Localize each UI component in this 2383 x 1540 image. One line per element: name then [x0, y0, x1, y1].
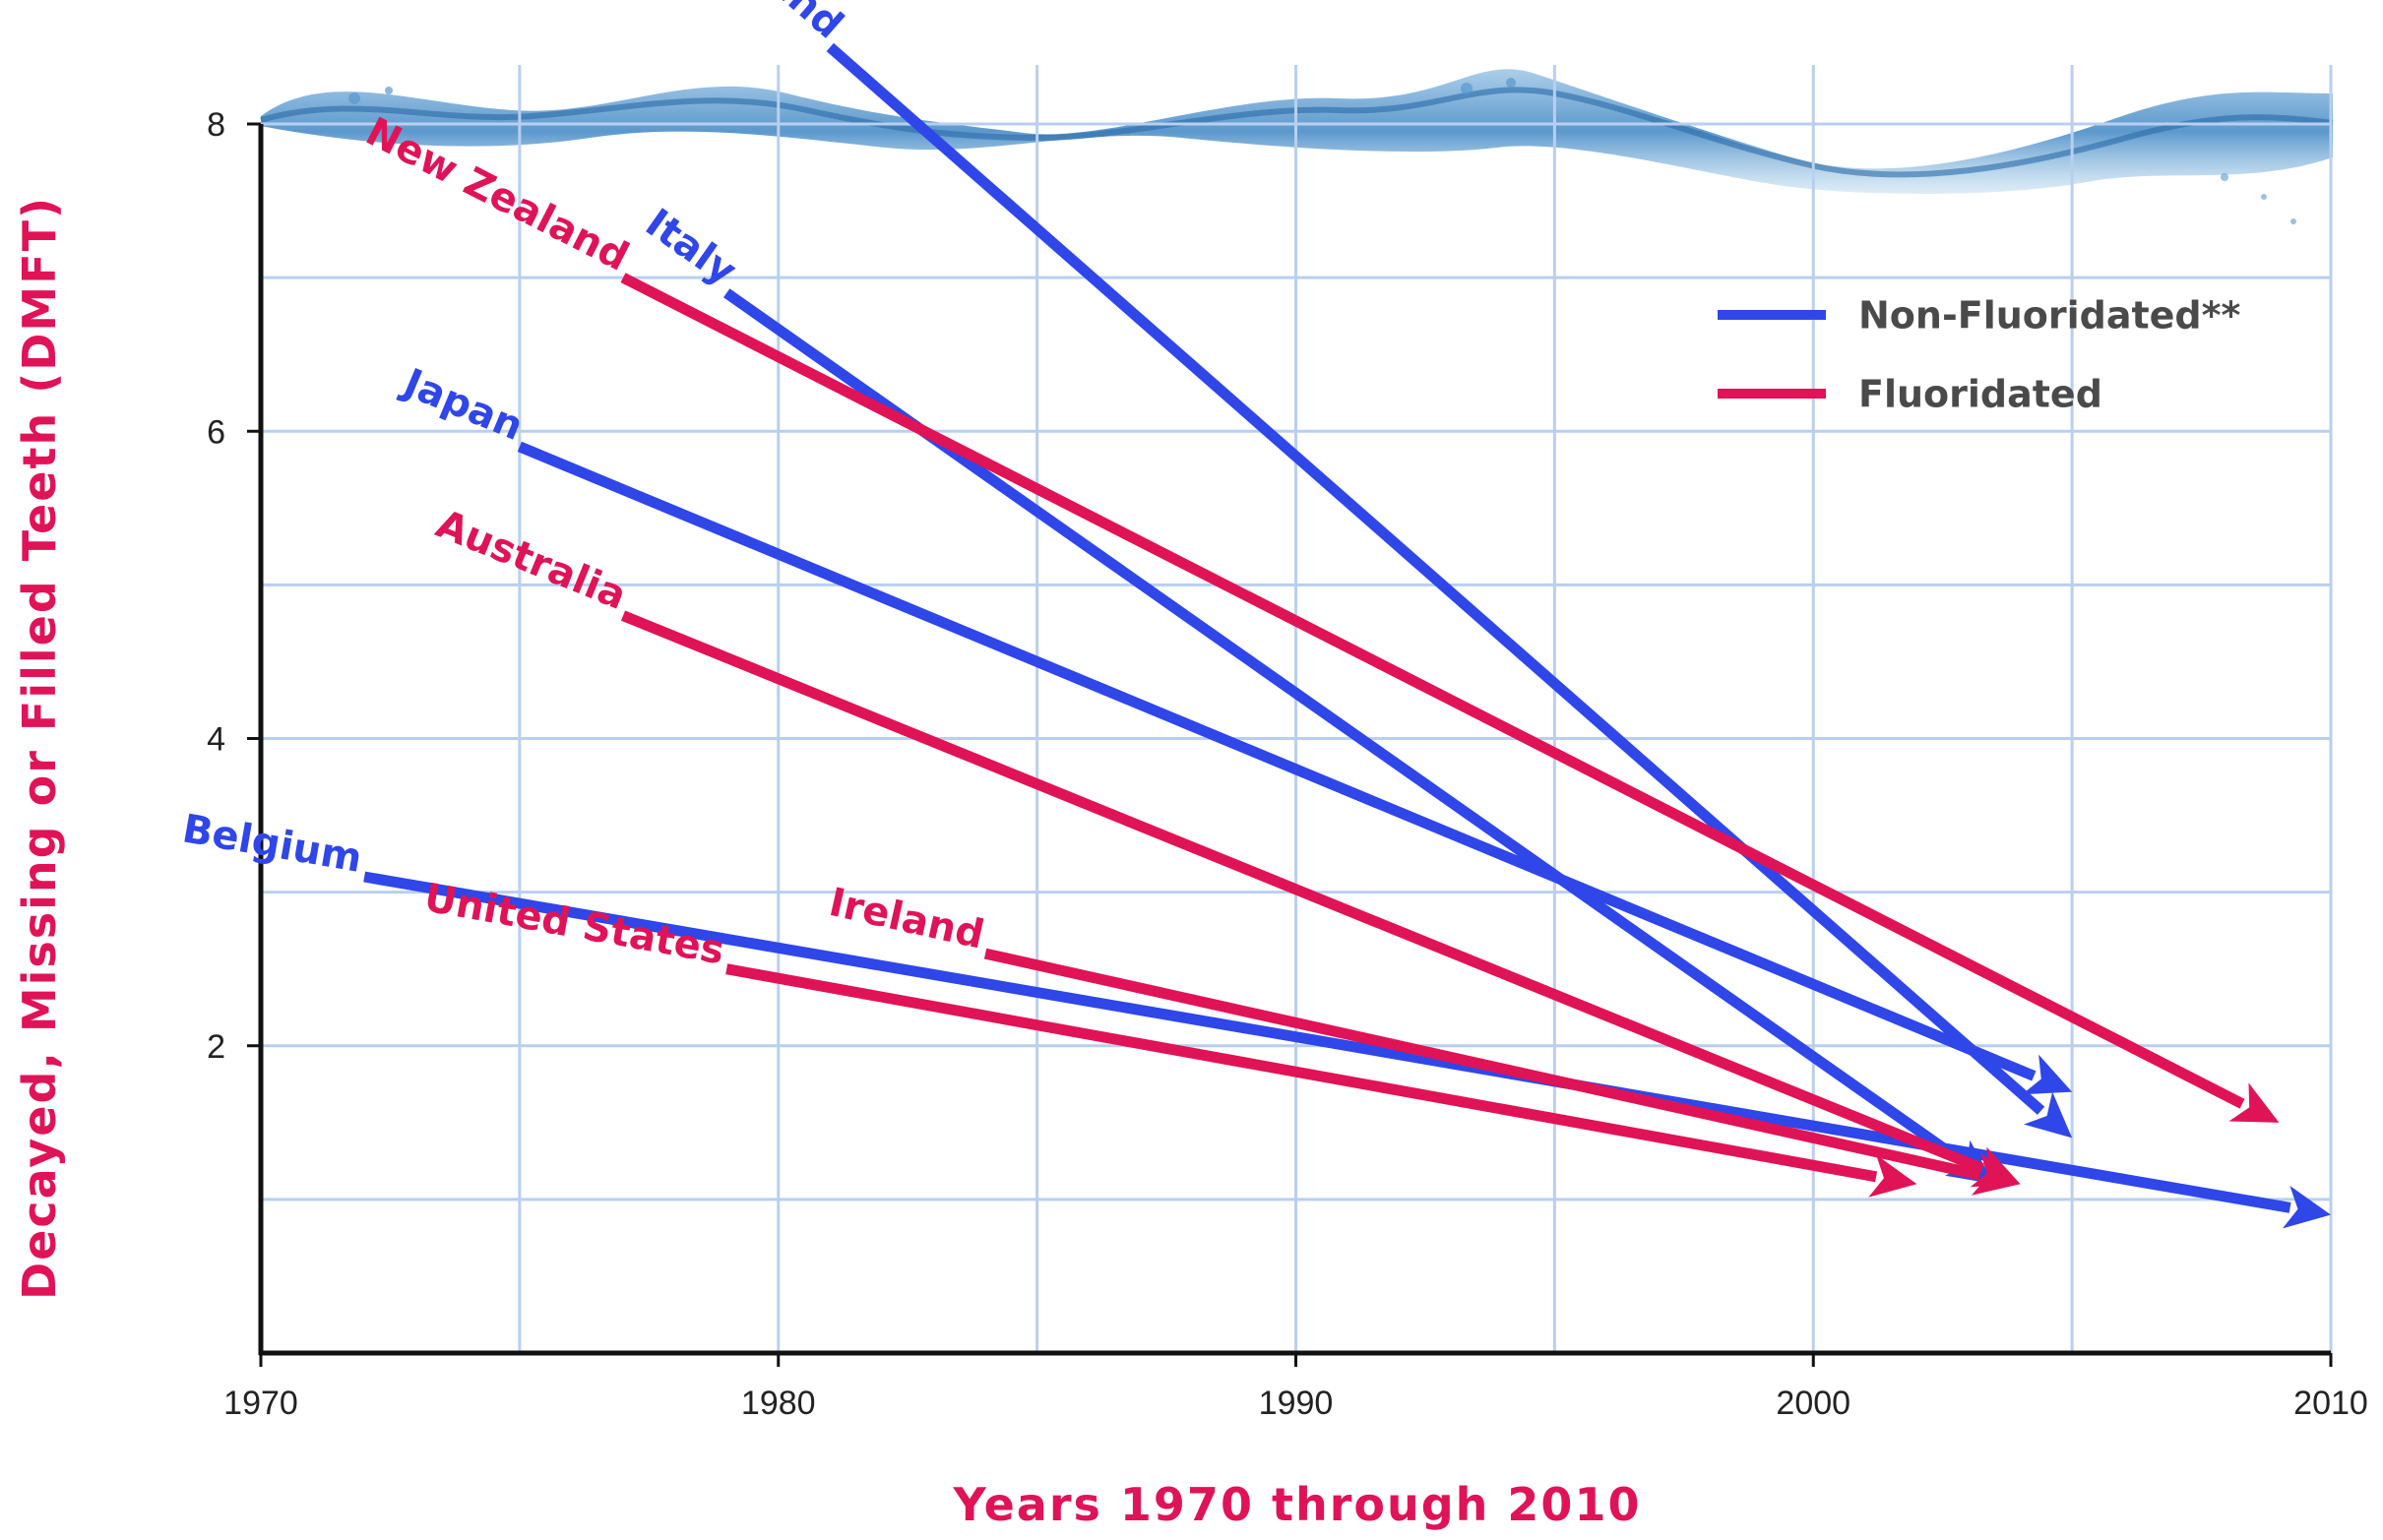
series-line-new-zealand — [620, 273, 2245, 1109]
legend: Non-Fluoridated** Fluoridated — [1718, 294, 2240, 416]
x-tick-label: 1970 — [223, 1385, 298, 1422]
series-arrowhead-new-zealand — [2228, 1082, 2280, 1123]
country-labels: IcelandItalyJapanBelgiumNew ZealandAustr… — [179, 0, 988, 974]
axes: 1970 1980 1990 2000 2010 2 4 6 8 — [207, 106, 2368, 1422]
y-tick-label: 6 — [207, 413, 225, 451]
series-line-united-states — [725, 963, 1878, 1183]
series-label-japan: Japan — [395, 359, 530, 450]
series-label-belgium: Belgium — [179, 806, 365, 881]
series-label-australia: Australia — [430, 502, 633, 619]
legend-label-non-fluoridated: Non-Fluoridated** — [1858, 294, 2240, 338]
x-tick-label: 1980 — [741, 1385, 816, 1422]
x-tick-label: 2010 — [2293, 1385, 2368, 1422]
x-tick-label: 1990 — [1259, 1385, 1334, 1422]
series-label-iceland: Iceland — [701, 0, 851, 47]
x-axis-title: Years 1970 through 2010 — [953, 1478, 1642, 1531]
series-arrowhead-ireland — [1971, 1152, 2021, 1196]
y-tick-label: 2 — [207, 1028, 225, 1066]
series-arrowhead-belgium — [2282, 1186, 2331, 1229]
series-line-iceland — [826, 42, 2045, 1115]
series-arrowhead-united-states — [1868, 1154, 1917, 1198]
series-arrowhead-japan — [2022, 1054, 2073, 1095]
gridlines — [261, 65, 2333, 1353]
series-line-japan — [517, 441, 2037, 1081]
y-tick-label: 8 — [207, 106, 225, 144]
series-label-united-states: United States — [421, 875, 728, 973]
series-arrowhead-iceland — [2024, 1091, 2073, 1139]
legend-label-fluoridated: Fluoridated — [1858, 373, 2102, 416]
series-line-australia — [620, 610, 1984, 1174]
series-line-belgium — [363, 871, 2291, 1213]
y-axis-title: Decayed, Missing or Filled Teeth (DMFT) — [13, 196, 66, 1300]
x-tick-label: 2000 — [1776, 1385, 1850, 1422]
y-tick-label: 4 — [207, 721, 225, 759]
series-line-ireland — [983, 948, 1981, 1181]
series-layer — [363, 42, 2331, 1229]
series-label-italy: Italy — [637, 201, 744, 295]
